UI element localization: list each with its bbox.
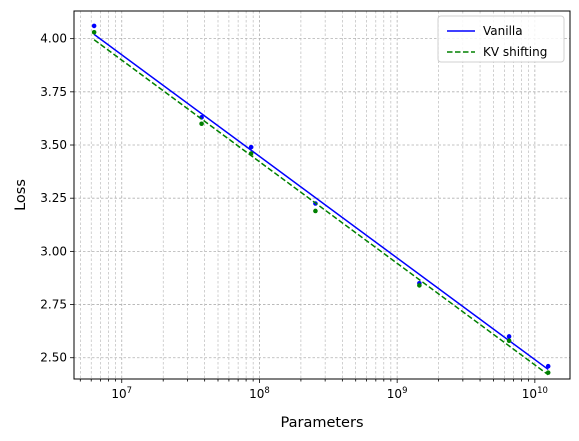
legend-box [437,15,565,63]
data-point-kv-shifting [313,208,318,214]
data-point-vanilla [506,334,512,339]
data-point-vanilla [248,144,254,150]
series-layer [91,23,551,376]
data-point-kv-shifting [506,338,512,344]
legend: Vanilla KV shifting [437,15,565,63]
plot-frame [73,10,571,380]
x-tick-label: 107 [111,386,132,401]
y-tick-label: 2.75 [40,298,67,312]
grid [74,11,570,379]
y-axis-label: Loss [13,179,29,211]
x-tick-label: 108 [249,386,270,401]
series-line-vanilla [93,33,549,371]
data-point-kv-shifting [91,29,97,35]
x-tick-label: 109 [387,386,408,401]
legend-label-vanilla: Vanilla [483,24,523,38]
ticks: 2.50 2.75 3.00 3.25 3.50 3.75 4.00 107 108 109 101… [40,32,548,401]
y-tick-label: 3.50 [40,138,67,152]
data-point-kv-shifting [545,370,551,375]
y-tick-label: 3.00 [40,244,67,258]
data-point-vanilla [545,363,551,369]
legend-label-kv-shifting: KV shifting [483,45,547,59]
data-point-kv-shifting [248,151,254,156]
y-tick-label: 2.50 [40,351,67,365]
series-line-kv-shifting [93,39,549,376]
x-tick-label: 1010 [522,386,548,401]
x-axis-label: Parameters [281,415,364,431]
data-point-vanilla [91,23,97,29]
data-point-kv-shifting [417,283,422,288]
y-tick-label: 4.00 [40,32,67,46]
y-tick-label: 3.25 [40,191,67,205]
data-point-kv-shifting [199,121,204,127]
y-tick-label: 3.75 [40,85,67,99]
